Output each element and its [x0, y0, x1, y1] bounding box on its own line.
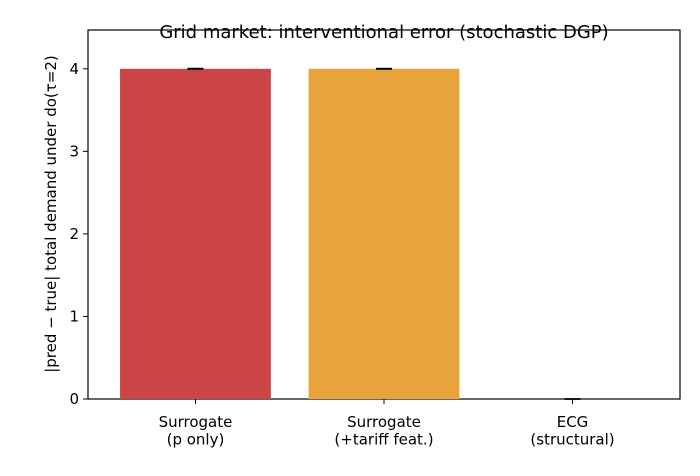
bar — [308, 68, 460, 400]
y-tick-label: 2 — [69, 225, 79, 243]
y-tick-label: 1 — [69, 307, 79, 325]
y-tick-label: 4 — [69, 60, 79, 78]
y-axis-label: |pred − true| total demand under do(τ=2) — [42, 55, 60, 373]
x-tick-label: Surrogate (p only) — [159, 413, 233, 448]
y-tick-label: 0 — [69, 390, 79, 408]
bar — [120, 68, 271, 400]
x-tick-label: ECG (structural) — [530, 413, 614, 448]
chart-title: Grid market: interventional error (stoch… — [159, 22, 608, 43]
y-tick-label: 3 — [69, 142, 79, 160]
x-tick-label: Surrogate (+tariff feat.) — [334, 413, 433, 448]
